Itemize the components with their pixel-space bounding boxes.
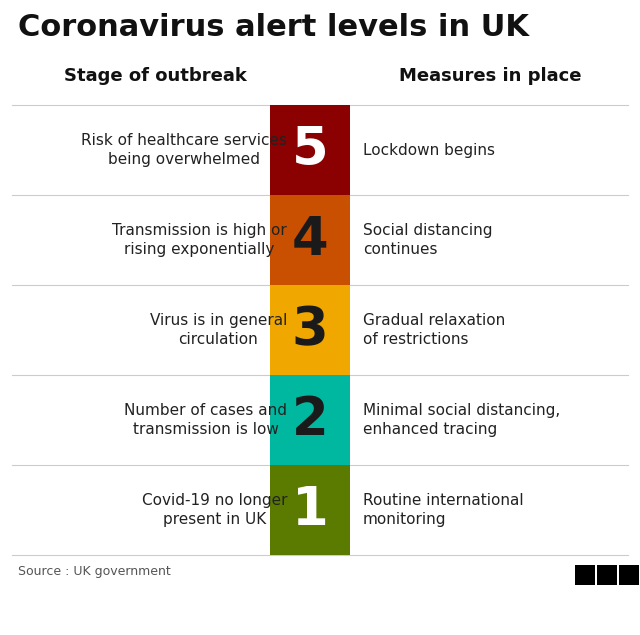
Text: 3: 3 — [292, 304, 328, 356]
Bar — [575, 565, 595, 585]
Text: Routine international
monitoring: Routine international monitoring — [363, 493, 524, 528]
Bar — [270, 375, 350, 465]
Text: B: B — [601, 568, 613, 582]
Bar — [270, 105, 350, 195]
Text: C: C — [623, 568, 635, 582]
Text: Transmission is high or
rising exponentially: Transmission is high or rising exponenti… — [112, 223, 287, 257]
Text: Social distancing
continues: Social distancing continues — [363, 223, 493, 257]
Bar — [270, 195, 350, 285]
Text: 2: 2 — [292, 394, 328, 446]
Text: Minimal social distancing,
enhanced tracing: Minimal social distancing, enhanced trac… — [363, 403, 560, 438]
Text: Gradual relaxation
of restrictions: Gradual relaxation of restrictions — [363, 312, 505, 347]
Text: B: B — [579, 568, 591, 582]
Text: 1: 1 — [292, 484, 328, 536]
Text: Source : UK government: Source : UK government — [18, 565, 171, 578]
Text: Stage of outbreak: Stage of outbreak — [63, 67, 246, 85]
Bar — [619, 565, 639, 585]
Text: Virus is in general
circulation: Virus is in general circulation — [150, 312, 287, 347]
Bar — [270, 285, 350, 375]
Text: Coronavirus alert levels in UK: Coronavirus alert levels in UK — [18, 13, 529, 42]
Text: Measures in place: Measures in place — [399, 67, 581, 85]
Bar — [597, 565, 617, 585]
Text: Covid-19 no longer
present in UK: Covid-19 no longer present in UK — [141, 493, 287, 528]
Text: 4: 4 — [292, 214, 328, 266]
Text: Number of cases and
transmission is low: Number of cases and transmission is low — [124, 403, 287, 438]
Text: 5: 5 — [292, 124, 328, 176]
Bar — [270, 465, 350, 555]
Text: Risk of healthcare services
being overwhelmed: Risk of healthcare services being overwh… — [81, 133, 287, 168]
Text: Lockdown begins: Lockdown begins — [363, 142, 495, 157]
